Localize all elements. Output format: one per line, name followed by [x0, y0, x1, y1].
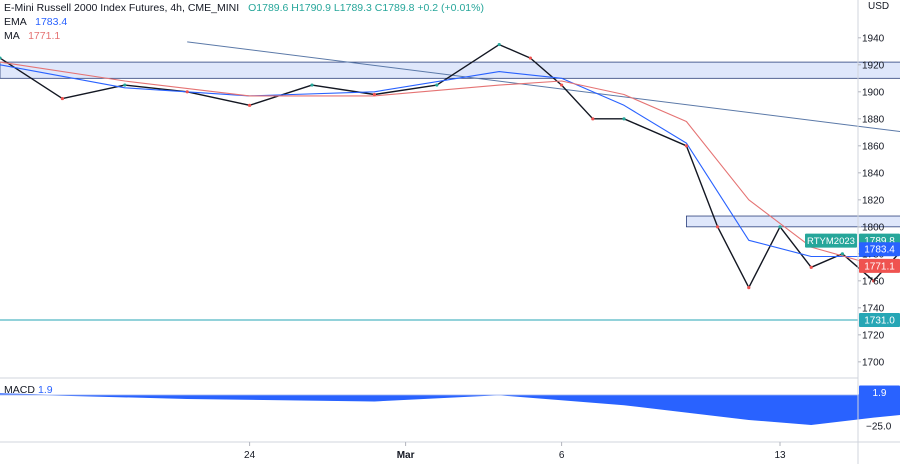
y-tick-label: 1860: [862, 141, 885, 152]
price-point: [809, 265, 813, 269]
price-point: [622, 117, 626, 121]
symbol-tag: [805, 233, 857, 248]
y-tick-label: 1900: [862, 87, 885, 98]
price-tag-label: 1731.0: [864, 315, 895, 326]
macd-label: MACD: [4, 384, 35, 396]
price-tag-3: [859, 258, 900, 273]
macd-tick-label: −25.0: [866, 421, 892, 432]
symbol-legend: E-Mini Russell 2000 Index Futures, 4h, C…: [4, 2, 484, 15]
symbol-title: E-Mini Russell 2000 Index Futures, 4h, C…: [4, 2, 240, 14]
macd-value-tag: [859, 385, 900, 400]
price-point: [528, 56, 533, 60]
y-tick-label: 1820: [862, 195, 885, 206]
price-tag-2: [859, 242, 900, 257]
price-point: [872, 279, 876, 283]
macd-value-tag-label: 1.9: [873, 388, 887, 399]
symbol-tag-label: RTYM2023: [807, 236, 855, 247]
price-series-line: [0, 43, 900, 289]
ma-legend[interactable]: MA 1771.1: [4, 30, 60, 43]
ema-line: [0, 64, 900, 258]
x-tick-label: Mar: [397, 450, 415, 461]
price-point: [778, 225, 782, 229]
price-point: [560, 83, 564, 87]
price-tag-label: 1783.4: [864, 245, 895, 256]
y-tick-label: 1760: [862, 276, 885, 287]
ma-value: 1771.1: [28, 30, 61, 42]
ma-line: [0, 61, 900, 266]
price-point: [185, 90, 189, 94]
macd-histogram: [0, 393, 900, 426]
y-tick-label: 1940: [862, 33, 885, 44]
price-tag-label: 1789.8: [864, 236, 895, 247]
price-point: [248, 103, 252, 107]
y-tick-label: 1920: [862, 60, 885, 71]
y-tick-label: 1740: [862, 303, 885, 314]
ema-label: EMA: [4, 16, 27, 28]
price-point: [435, 83, 439, 87]
price-point: [684, 144, 689, 148]
price-point: [60, 96, 64, 101]
y-tick-label: 1880: [862, 114, 885, 125]
price-point: [0, 56, 2, 60]
ema-value: 1783.4: [35, 16, 68, 28]
price-point: [840, 252, 845, 256]
price-point: [747, 285, 751, 290]
x-tick-label: 24: [244, 450, 256, 461]
price-point: [716, 225, 720, 229]
resistance-zone: [0, 61, 900, 79]
price-point: [372, 92, 376, 97]
y-tick-label: 1720: [862, 330, 885, 341]
x-tick-label: 13: [774, 450, 786, 461]
y-tick-label: 1700: [862, 357, 885, 368]
y-tick-label: 1800: [862, 222, 885, 233]
price-point: [310, 83, 314, 87]
price-tag-4: [859, 312, 900, 327]
ema-legend[interactable]: EMA 1783.4: [4, 16, 67, 29]
macd-value: 1.9: [38, 384, 53, 396]
price-point: [497, 42, 501, 47]
ohlc-values: O1789.6 H1790.9 L1789.3 C1789.8 +0.2 (+0…: [248, 2, 484, 14]
price-point: [591, 117, 595, 121]
resistance-zone: [686, 215, 900, 228]
currency-label: USD: [868, 1, 889, 12]
ma-label: MA: [4, 30, 20, 42]
y-tick-label: 1840: [862, 168, 885, 179]
price-tag-label: 1771.1: [864, 261, 895, 272]
price-point: [123, 83, 127, 87]
x-tick-label: 6: [559, 450, 565, 461]
